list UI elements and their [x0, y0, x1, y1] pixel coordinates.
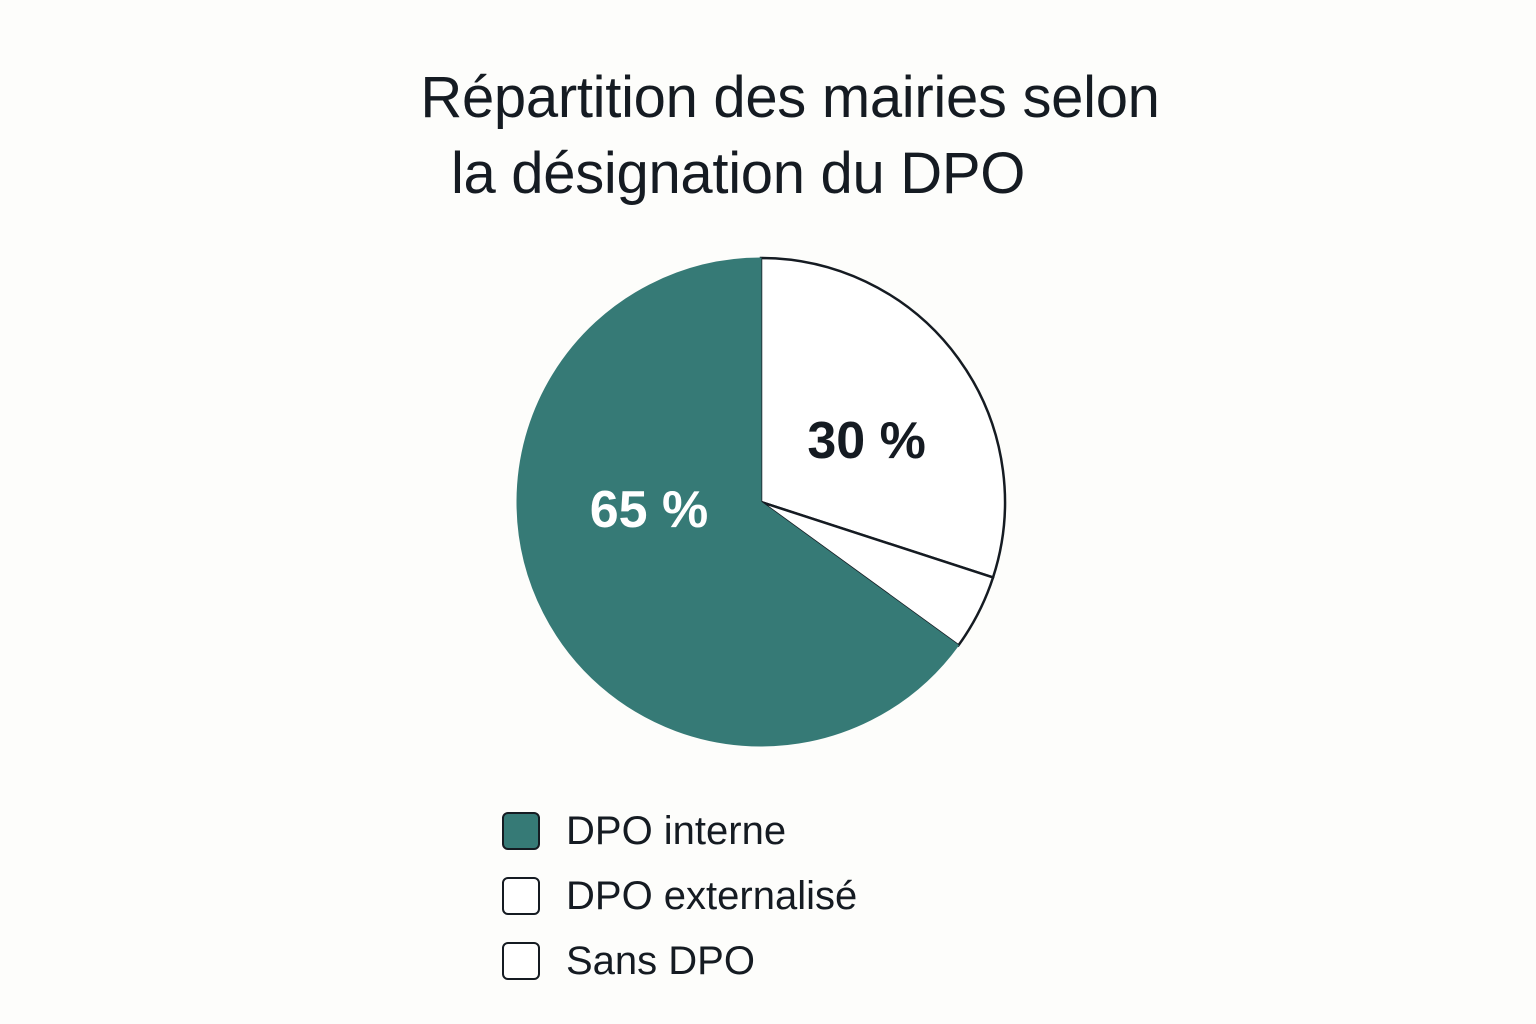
legend-label-dpo-externalise: DPO externalisé [566, 873, 858, 918]
pie-label-dpo-externalise: 30 % [807, 412, 926, 470]
legend-swatch-dpo-interne [502, 811, 540, 850]
pie-slice-dpo-externalise [759, 256, 1007, 579]
legend-label-dpo-interne: DPO interne [566, 808, 787, 853]
chart-title: Répartition des mairies selon la désigna… [0, 60, 1536, 212]
legend-item-dpo-externalise: DPO externalisé [502, 863, 857, 928]
chart-title-line-1: Répartition des mairies selon [420, 65, 1160, 130]
legend-label-sans-dpo: Sans DPO [566, 938, 755, 983]
legend-item-sans-dpo: Sans DPO [502, 928, 857, 993]
legend-item-dpo-interne: DPO interne [502, 798, 857, 863]
pie-slice-dpo-interne [516, 257, 960, 747]
chart-title-line-2: la désignation du DPO [450, 141, 1026, 206]
pie-label-dpo-interne: 65 % [590, 481, 709, 539]
legend-swatch-dpo-externalise [502, 876, 540, 915]
legend: DPO interne DPO externalisé Sans DPO [502, 798, 857, 993]
legend-swatch-sans-dpo [502, 941, 540, 980]
